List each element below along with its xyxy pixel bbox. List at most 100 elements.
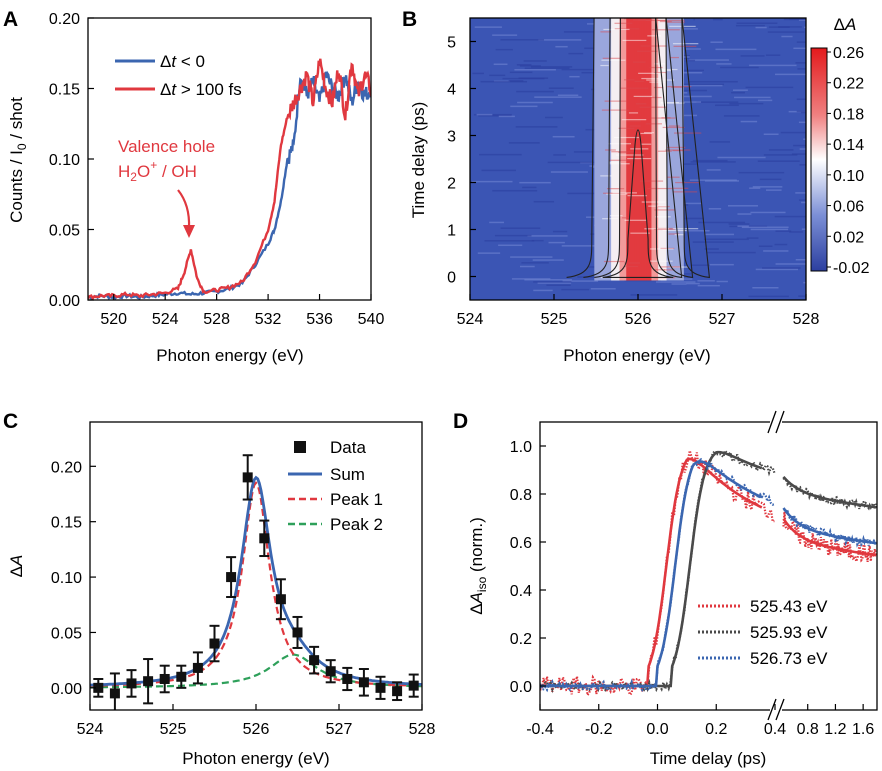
heatmap-noise [727, 205, 758, 207]
heatmap-noise [775, 230, 792, 232]
annotation-valence-hole: Valence hole [118, 137, 215, 156]
heatmap-noise [684, 202, 702, 205]
heatmap-peak-noise [614, 136, 640, 139]
heatmap-peak-cell [624, 18, 627, 281]
heatmap-noise [550, 171, 588, 173]
axis-label-x-b: Photon energy (eV) [563, 346, 710, 365]
heatmap-peak-cell [664, 18, 668, 281]
heatmap-noise [500, 39, 545, 41]
heatmap-peak-noise [653, 228, 676, 231]
heatmap-peak-cell [594, 18, 597, 281]
heatmap-noise [795, 62, 806, 64]
heatmap-peak-noise [649, 81, 666, 83]
heatmap-noise [774, 243, 788, 246]
heatmap-noise [759, 178, 782, 181]
axis-label-y-d: ΔAiso (norm.) [467, 517, 489, 615]
data-point [259, 533, 270, 544]
heatmap-peak-noise [615, 154, 644, 156]
heatmap-noise [547, 161, 598, 164]
heatmap-peak-noise [604, 100, 627, 102]
heatmap-noise [498, 115, 515, 118]
heatmap-peak-noise [628, 112, 639, 114]
heatmap-noise [537, 282, 572, 284]
heatmap-noise [793, 47, 806, 50]
tick-label-y-c: 0.20 [51, 459, 82, 476]
data-point [392, 686, 403, 697]
heatmap-noise [568, 52, 584, 55]
heatmap-noise [804, 26, 806, 29]
heatmap-noise [789, 231, 804, 233]
heatmap-noise [581, 71, 597, 74]
heatmap-peak-cell [651, 18, 654, 281]
colorbar-tick-label: 0.06 [833, 199, 864, 216]
heatmap-peak-noise [609, 159, 632, 161]
heatmap-noise [690, 264, 710, 266]
heatmap-noise [775, 73, 806, 76]
series-line-dt-neg [88, 70, 371, 300]
data-point [408, 680, 419, 691]
heatmap-peak-noise [609, 215, 623, 217]
heatmap-peak-noise [600, 175, 612, 177]
heatmap-noise [484, 240, 535, 242]
data-point [325, 666, 336, 677]
heatmap-peak-noise [614, 22, 633, 24]
heatmap-peak-noise [629, 125, 641, 127]
heatmap-noise [774, 215, 806, 218]
heatmap-noise [750, 228, 789, 231]
heatmap-noise [519, 181, 551, 184]
heatmap-noise [768, 26, 790, 28]
heatmap-noise [737, 213, 752, 215]
heatmap-peak-noise [640, 221, 652, 223]
heatmap-peak-noise [628, 197, 640, 199]
heatmap-noise [685, 48, 701, 50]
data-point [309, 655, 320, 666]
heatmap-noise [765, 189, 782, 191]
heatmap-noise [798, 19, 806, 21]
heatmap-noise [736, 22, 778, 24]
heatmap-noise [545, 116, 563, 119]
heatmap-peak-noise [612, 192, 637, 194]
tick-label-x-b: 524 [457, 311, 484, 328]
heatmap-noise [780, 131, 806, 134]
legend-label-dt-neg: Δt < 0 [160, 52, 205, 71]
heatmap-noise [527, 235, 568, 237]
heatmap-peak-cell [673, 18, 676, 281]
heatmap-noise [696, 101, 739, 103]
tick-label-y-a: 0.15 [49, 82, 80, 99]
heatmap-noise [510, 105, 538, 108]
legend-label-525-43: 525.43 eV [750, 597, 828, 616]
heatmap-peak-cell [671, 18, 674, 281]
heatmap-peak-noise [637, 50, 658, 52]
heatmap-noise [793, 144, 806, 147]
heatmap-noise [533, 200, 555, 203]
heatmap-noise [757, 99, 773, 102]
heatmap-noise [803, 281, 806, 284]
legend-marker-data [294, 441, 306, 453]
heatmap-peak-cell [626, 18, 629, 281]
heatmap-noise [697, 280, 715, 282]
heatmap-noise [781, 35, 793, 38]
heatmap-noise [749, 64, 797, 67]
heatmap-noise [768, 149, 794, 151]
data-point [176, 671, 187, 682]
heatmap-noise [732, 89, 748, 91]
tick-label-y-b: 0 [447, 270, 456, 287]
heatmap-peak-noise [657, 19, 685, 22]
panel-label-c: C [3, 410, 18, 433]
heatmap-peak-noise [621, 119, 647, 121]
colorbar-title: ΔA [834, 15, 857, 34]
heatmap-noise [561, 68, 606, 71]
heatmap-peak-noise [627, 195, 647, 197]
tick-label-x-d: 0.2 [705, 721, 727, 738]
heatmap-noise [474, 26, 502, 28]
colorbar-tick-label: 0.22 [833, 76, 864, 93]
heatmap-noise [745, 86, 794, 89]
heatmap-noise [548, 241, 565, 244]
tick-label-x-d: -0.2 [585, 721, 613, 738]
heatmap-peak-cell [658, 18, 661, 281]
heatmap-peak-noise [675, 181, 700, 184]
heatmap-peak-noise [672, 149, 684, 152]
heatmap-noise [709, 263, 734, 266]
heatmap-peak-cell [680, 18, 683, 281]
heatmap-peak-noise [647, 35, 661, 37]
